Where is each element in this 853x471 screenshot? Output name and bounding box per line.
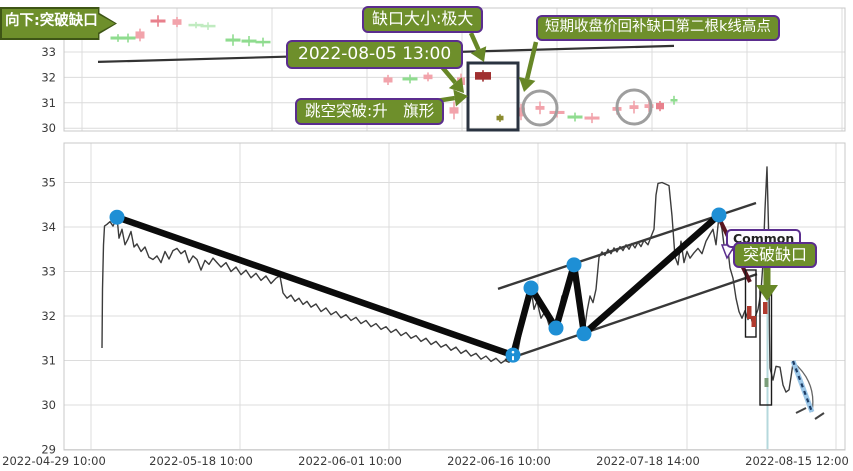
gap-highlight-rectangle <box>466 61 520 132</box>
candle-body <box>135 31 145 39</box>
candle-body <box>644 104 654 109</box>
axis-tick: 2022-04-29 10:00 <box>2 454 106 468</box>
candle-body <box>423 74 433 80</box>
candle-body <box>241 39 257 43</box>
highlight-circle <box>521 89 559 127</box>
pivot-dot <box>505 347 521 363</box>
candle-body <box>383 77 393 83</box>
highlight-circle <box>615 88 653 126</box>
mini-candle <box>763 302 768 314</box>
candle-body <box>584 116 600 120</box>
pivot-dot <box>576 326 592 342</box>
candle-body <box>200 24 216 28</box>
breakout-gap-label: 突破缺口 <box>733 242 818 268</box>
axis-tick: 34 <box>41 220 56 234</box>
gap-size-label: 缺口大小:极大 <box>362 6 484 33</box>
candle-body <box>225 38 241 42</box>
axis-tick: 2022-06-16 10:00 <box>447 454 551 468</box>
candle-body <box>535 105 545 110</box>
axis-tick: 2022-06-01 10:00 <box>298 454 402 468</box>
datetime-label: 2022-08-05 13:00 <box>286 40 464 69</box>
gap-zone-rect <box>744 269 757 338</box>
pivot-dot <box>566 257 582 273</box>
grid <box>63 142 846 451</box>
axis-tick: 2022-07-18 14:00 <box>596 454 700 468</box>
axis-tick: 29 <box>41 443 56 457</box>
axis-tick: 35 <box>41 176 56 190</box>
candle-body <box>172 19 182 25</box>
candle-body <box>110 36 126 40</box>
candle-body <box>496 115 504 121</box>
candle-body <box>188 23 204 27</box>
candle-body <box>567 115 583 119</box>
pivot-dot <box>548 320 564 336</box>
zigzag-trend <box>113 211 723 359</box>
candle-body <box>670 98 678 102</box>
mini-candle <box>751 316 756 327</box>
breakout-down-arrow <box>756 264 778 301</box>
pivot-dots <box>109 207 727 363</box>
pivot-dot <box>711 207 727 223</box>
candle-body <box>120 36 136 40</box>
pattern-highlight-circles <box>521 88 653 127</box>
mini-candle <box>747 306 752 319</box>
gap-breakout-flag-label: 跳空突破:升 旗形 <box>295 98 445 125</box>
short-term-fill-gap-label: 短期收盘价回补缺口第二根k线高点 <box>536 15 780 41</box>
candle-body <box>255 40 271 44</box>
axis-tick: 2022-05-18 10:00 <box>149 454 253 468</box>
candle-body <box>402 77 418 81</box>
candle-body <box>475 72 491 80</box>
down-breakout-gap-arrow-fill <box>2 9 115 38</box>
down-breakout-gap-arrow-text: 向下:突破缺口 <box>5 13 98 29</box>
bottom-mini-candles <box>747 302 769 387</box>
axis-tick: 33 <box>41 45 56 59</box>
mini-candle <box>764 378 769 387</box>
axis-tick: 30 <box>41 121 56 135</box>
axis-tick: 31 <box>41 96 56 110</box>
axis-tick: 32 <box>41 70 56 84</box>
candle-body <box>449 107 459 114</box>
candle-body <box>517 107 525 117</box>
axis-tick: 30 <box>41 398 56 412</box>
price-line <box>101 166 794 393</box>
pivot-dot <box>523 280 539 296</box>
axis-tick: 32 <box>41 309 56 323</box>
candle-body <box>629 105 639 110</box>
down-breakout-gap-arrow-label: 向下:突破缺口 <box>0 7 117 40</box>
axis-tick: 31 <box>41 354 56 368</box>
projection-annotation <box>790 360 825 420</box>
candle-body <box>150 19 166 23</box>
pivot-dot <box>109 209 125 225</box>
candle-body <box>656 102 664 110</box>
axis-tick: 33 <box>41 265 56 279</box>
axis-tick: 2022-08-15 12:00 <box>745 454 849 468</box>
